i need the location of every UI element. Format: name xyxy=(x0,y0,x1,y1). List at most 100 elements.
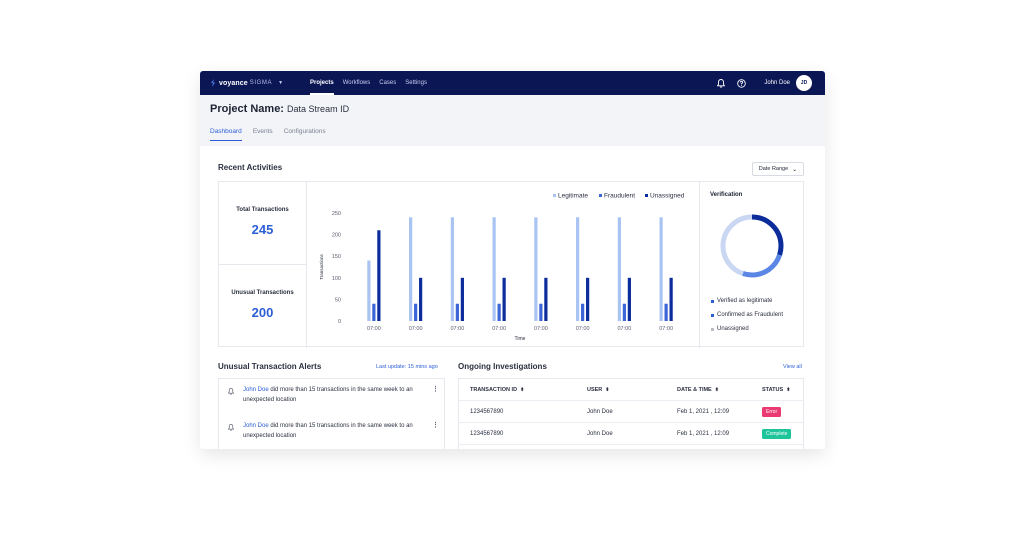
y-tick-label: 200 xyxy=(332,233,341,239)
unusual-transactions-value: 200 xyxy=(251,305,274,320)
transactions-chart-svg: Legitimate Fraudulent Unassigned 0 50 100 150 2… xyxy=(319,193,685,343)
tab-dashboard[interactable]: Dashboard xyxy=(210,128,242,141)
bell-icon xyxy=(228,388,234,395)
y-tick-label: 150 xyxy=(332,254,341,260)
help-icon[interactable] xyxy=(736,78,746,88)
dashboard-content: Recent Activities Date Range ⌄ Total Tra… xyxy=(200,146,825,449)
user-cell: John Doe xyxy=(587,431,613,437)
user-cell: John Doe xyxy=(587,409,613,415)
column-date-time[interactable]: DATE & TIME ⬍ xyxy=(677,387,719,393)
donut-segment xyxy=(720,214,784,278)
top-nav: voyance SIGMA ▼ Projects Workflows Cases… xyxy=(200,71,825,95)
bar-legitimate xyxy=(367,260,371,321)
verification-donut xyxy=(720,214,784,278)
bar-legitimate xyxy=(534,217,538,321)
table-header: TRANSACTION ID ⬍ USER ⬍ DATE & TIME ⬍ STATU… xyxy=(459,379,803,401)
table-row[interactable]: 1234567890 John Doe Feb 1, 2021 , 12:09 … xyxy=(459,423,803,445)
nav-right: John Doe JD xyxy=(706,75,812,91)
legend-label-legitimate: Legitimate xyxy=(558,193,588,200)
avatar[interactable]: JD xyxy=(796,75,812,91)
bar-unassigned xyxy=(460,277,464,321)
bar-unassigned xyxy=(669,277,673,321)
x-tick-label: 07:00 xyxy=(409,326,423,332)
user-name[interactable]: John Doe xyxy=(764,80,790,86)
x-tick-label: 07:00 xyxy=(534,326,548,332)
alert-text: John Doe did more than 15 transactions i… xyxy=(243,387,413,403)
page-title: Project Name: Data Stream ID xyxy=(210,103,349,115)
date-range-label: Date Range xyxy=(758,166,789,172)
status-cell: Error xyxy=(762,401,782,423)
legend-swatch xyxy=(599,194,602,197)
tab-events[interactable]: Events xyxy=(252,128,273,135)
bar-fraudulent xyxy=(581,303,585,321)
brand-sub: SIGMA xyxy=(249,80,273,86)
tab-configurations[interactable]: Configurations xyxy=(283,128,326,135)
bar-unassigned xyxy=(627,277,631,321)
project-name-value: Data Stream ID xyxy=(287,104,350,114)
status-badge: Complete xyxy=(762,429,792,439)
app-window: voyance SIGMA ▼ Projects Workflows Cases… xyxy=(200,71,825,449)
more-vertical-icon[interactable]: ⋮ xyxy=(432,422,439,429)
x-axis-label: Time xyxy=(515,336,526,342)
sort-icon: ⬍ xyxy=(714,387,719,393)
bar-fraudulent xyxy=(414,303,418,321)
x-tick-label: 07:00 xyxy=(576,326,590,332)
bar-unassigned xyxy=(377,230,381,321)
bar-unassigned xyxy=(586,277,590,321)
x-tick-label: 07:00 xyxy=(492,326,506,332)
legend-unassigned: Unassigned xyxy=(711,326,783,332)
unusual-transactions-card: Unusual Transactions 200 xyxy=(219,265,307,348)
sort-icon: ⬍ xyxy=(605,387,610,393)
recent-activities-title: Recent Activities xyxy=(218,163,283,172)
investigations-table: TRANSACTION ID ⬍ USER ⬍ DATE & TIME ⬍ STATU… xyxy=(458,378,804,449)
verification-legend: Verified as legitimate Confirmed as Frau… xyxy=(711,298,783,340)
sort-icon: ⬍ xyxy=(786,387,791,393)
nav-item-cases[interactable]: Cases xyxy=(379,80,397,86)
verification-title: Verification xyxy=(710,192,743,198)
nav-item-settings[interactable]: Settings xyxy=(405,80,427,86)
total-transactions-card: Total Transactions 245 xyxy=(219,182,307,265)
legend-swatch xyxy=(553,194,556,197)
project-name-label: Project Name: xyxy=(210,103,284,115)
more-vertical-icon[interactable]: ⋮ xyxy=(432,386,439,393)
list-item: John Doe did more than 15 transactions i… xyxy=(219,415,446,449)
chevron-down-icon[interactable]: ▼ xyxy=(278,80,284,86)
bar-legitimate xyxy=(450,217,454,321)
y-tick-label: 50 xyxy=(335,297,341,303)
column-status[interactable]: STATUS ⬍ xyxy=(762,387,791,393)
transaction-id-cell: 1234567890 xyxy=(470,431,504,437)
transactions-chart: Legitimate Fraudulent Unassigned 0 50 100 150 2… xyxy=(307,182,700,348)
alerts-title: Unusual Transaction Alerts xyxy=(218,362,322,371)
alert-text: John Doe did more than 15 transactions i… xyxy=(243,423,413,439)
bar-legitimate xyxy=(492,217,496,321)
transaction-id-cell: 1234567890 xyxy=(470,409,504,415)
sort-icon: ⬍ xyxy=(520,387,525,393)
last-update-link[interactable]: Last update: 15 mins ago xyxy=(376,364,438,370)
stats-panel: Total Transactions 245 Unusual Transacti… xyxy=(218,181,804,348)
nav-item-workflows[interactable]: Workflows xyxy=(342,80,371,86)
x-tick-label: 07:00 xyxy=(450,326,464,332)
project-tabs: Dashboard Events Configurations xyxy=(210,128,337,141)
legend-verified: Verified as legitimate xyxy=(711,298,783,304)
view-all-link[interactable]: View all xyxy=(783,364,802,370)
legend-fraudulent: Confirmed as Fraudulent xyxy=(711,312,783,318)
bar-unassigned xyxy=(502,277,506,321)
alert-user-link[interactable]: John Doe xyxy=(243,423,269,429)
y-axis-label: Transactions xyxy=(319,253,324,279)
table-row[interactable]: 1234567890 John Doe Feb 1, 2021 , 12:09 … xyxy=(459,401,803,423)
legend-swatch xyxy=(645,194,648,197)
donut-segment xyxy=(720,214,784,278)
y-tick-label: 100 xyxy=(332,276,341,282)
column-user[interactable]: USER ⬍ xyxy=(587,387,610,393)
total-transactions-label: Total Transactions xyxy=(236,207,289,213)
column-transaction-id[interactable]: TRANSACTION ID ⬍ xyxy=(470,387,525,393)
legend-label-fraudulent: Fraudulent xyxy=(604,193,635,200)
bar-legitimate xyxy=(617,217,621,321)
nav-item-projects[interactable]: Projects xyxy=(310,71,334,95)
alert-user-link[interactable]: John Doe xyxy=(243,387,269,393)
date-cell: Feb 1, 2021 , 12:09 xyxy=(677,409,730,415)
date-range-dropdown[interactable]: Date Range ⌄ xyxy=(752,162,804,176)
bell-icon[interactable] xyxy=(716,78,726,88)
brand-name: voyance xyxy=(219,79,248,87)
brand[interactable]: voyance SIGMA ▼ xyxy=(210,79,296,87)
